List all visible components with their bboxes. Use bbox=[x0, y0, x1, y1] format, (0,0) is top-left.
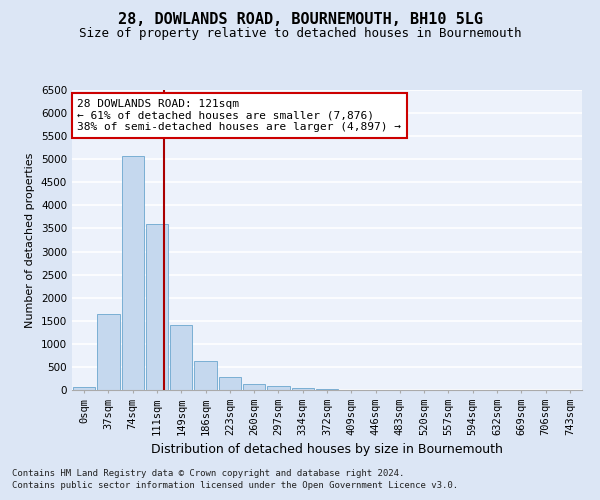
Bar bbox=[218, 377, 241, 390]
X-axis label: Distribution of detached houses by size in Bournemouth: Distribution of detached houses by size … bbox=[151, 444, 503, 456]
Bar bbox=[267, 386, 290, 390]
Bar bbox=[97, 314, 119, 390]
Bar bbox=[170, 326, 193, 390]
Bar bbox=[243, 384, 265, 390]
Bar bbox=[194, 362, 217, 390]
Bar bbox=[146, 224, 168, 390]
Text: Size of property relative to detached houses in Bournemouth: Size of property relative to detached ho… bbox=[79, 28, 521, 40]
Text: Contains HM Land Registry data © Crown copyright and database right 2024.: Contains HM Land Registry data © Crown c… bbox=[12, 468, 404, 477]
Text: Contains public sector information licensed under the Open Government Licence v3: Contains public sector information licen… bbox=[12, 481, 458, 490]
Bar bbox=[316, 389, 338, 390]
Text: 28, DOWLANDS ROAD, BOURNEMOUTH, BH10 5LG: 28, DOWLANDS ROAD, BOURNEMOUTH, BH10 5LG bbox=[118, 12, 482, 28]
Bar bbox=[122, 156, 144, 390]
Y-axis label: Number of detached properties: Number of detached properties bbox=[25, 152, 35, 328]
Bar bbox=[292, 388, 314, 390]
Bar bbox=[73, 387, 95, 390]
Text: 28 DOWLANDS ROAD: 121sqm
← 61% of detached houses are smaller (7,876)
38% of sem: 28 DOWLANDS ROAD: 121sqm ← 61% of detach… bbox=[77, 99, 401, 132]
